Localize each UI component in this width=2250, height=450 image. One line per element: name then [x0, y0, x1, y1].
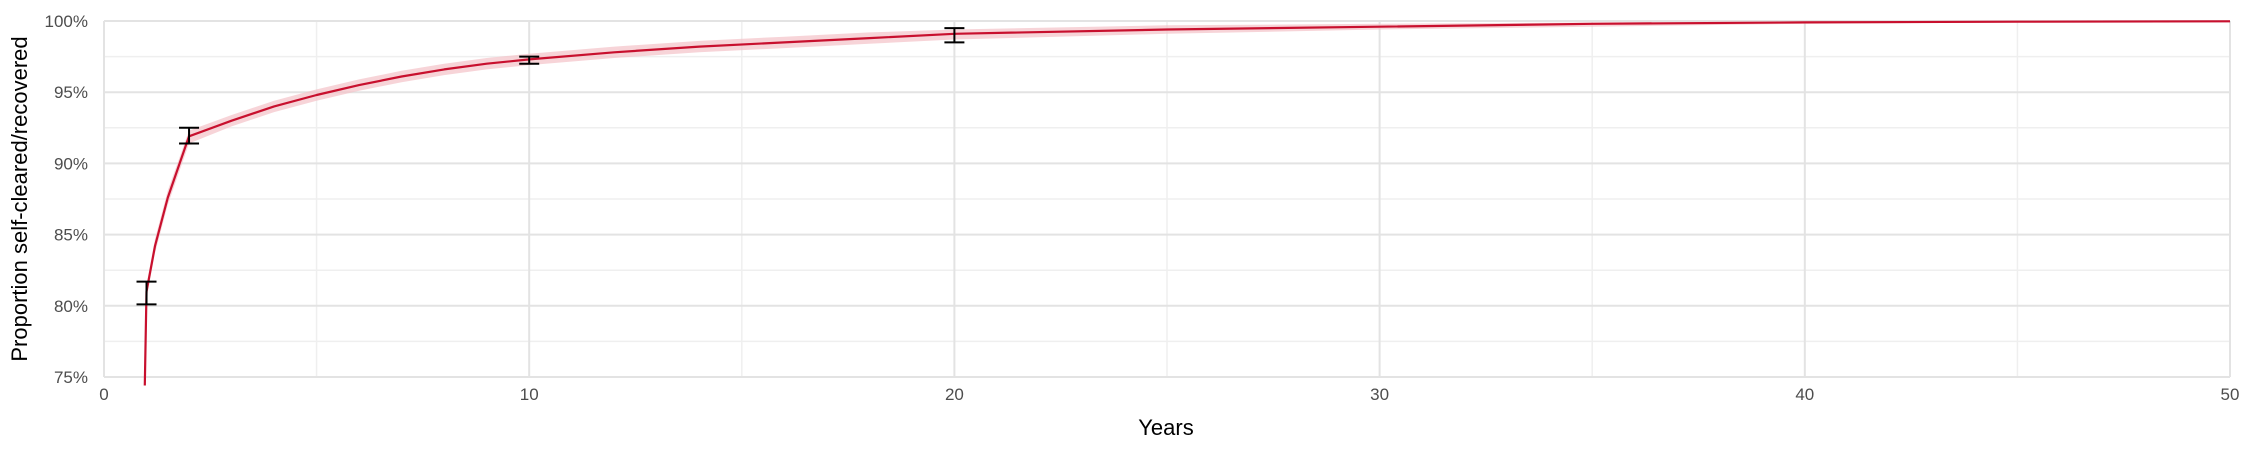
error-bar — [944, 27, 965, 44]
y-tick-label: 75% — [54, 368, 88, 387]
y-tick-label: 85% — [54, 226, 88, 245]
x-tick-label: 50 — [2221, 385, 2240, 404]
error-bars — [136, 27, 965, 306]
confidence-band — [144, 21, 2230, 386]
axis-ticks: 0 10 20 30 40 50 75% 80% 85% 90% 95% 100% — [45, 12, 2240, 404]
x-tick-label: 20 — [945, 385, 964, 404]
x-tick-label: 30 — [1370, 385, 1389, 404]
x-axis-title: Years — [1138, 415, 1193, 440]
y-tick-label: 95% — [54, 83, 88, 102]
y-axis-title: Proportion self-cleared/recovered — [7, 36, 32, 361]
series-line-path — [143, 20, 2231, 386]
grid — [103, 20, 2231, 378]
y-tick-label: 100% — [45, 12, 88, 31]
confidence-band-area — [144, 21, 2230, 386]
error-bar — [519, 55, 540, 65]
y-tick-label: 80% — [54, 297, 88, 316]
x-tick-label: 0 — [99, 385, 108, 404]
error-bar — [179, 126, 200, 145]
y-tick-label: 90% — [54, 154, 88, 173]
x-tick-label: 40 — [1795, 385, 1814, 404]
error-bar — [136, 280, 157, 306]
series-line — [143, 20, 2231, 386]
x-tick-label: 10 — [520, 385, 539, 404]
